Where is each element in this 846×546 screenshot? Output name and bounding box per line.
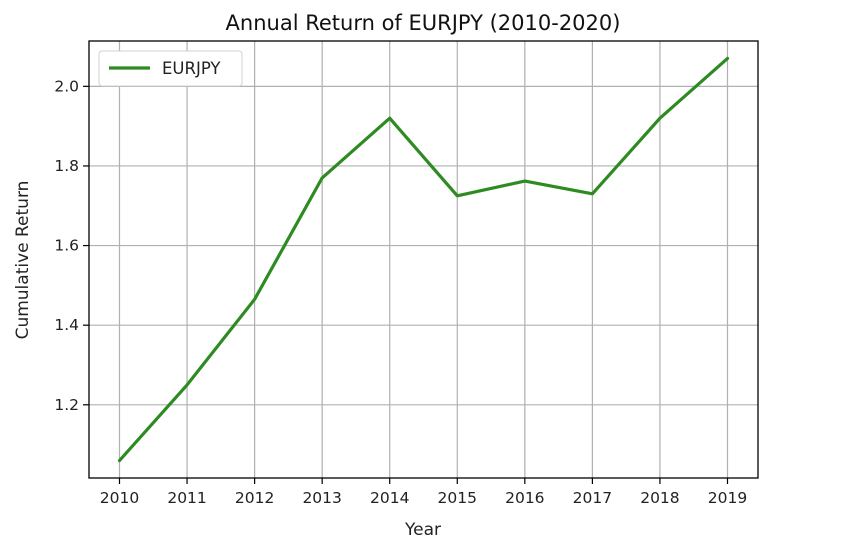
series-line-eurjpy <box>117 56 730 463</box>
tick-layer: 2010 2011 2012 2013 2014 2015 2016 2017 2018 2019… <box>54 77 747 507</box>
x-tick-label: 2012 <box>235 489 274 507</box>
x-tick-label: 2013 <box>302 489 341 507</box>
x-tick-label: 2017 <box>573 489 612 507</box>
legend-label-eurjpy: EURJPY <box>162 59 221 78</box>
x-tick-label: 2018 <box>640 489 679 507</box>
y-tick-label: 1.4 <box>54 316 79 334</box>
legend-box <box>98 50 243 87</box>
x-tick-label: 2019 <box>708 489 747 507</box>
x-axis-label: Year <box>404 520 441 540</box>
y-tick-label: 2.0 <box>54 77 79 95</box>
x-tick-label: 2010 <box>100 489 139 507</box>
y-tick-label: 1.8 <box>54 157 79 175</box>
x-tick-label: 2011 <box>167 489 206 507</box>
series-layer <box>117 56 730 463</box>
grid-layer <box>89 41 758 478</box>
y-tick-label: 1.6 <box>54 237 79 255</box>
x-tick-label: 2015 <box>438 489 477 507</box>
y-axis-label: Cumulative Return <box>13 181 33 340</box>
plot-frame <box>88 40 759 479</box>
y-tick-label: 1.2 <box>54 396 79 414</box>
x-tick-label: 2014 <box>370 489 409 507</box>
x-tick-label: 2016 <box>505 489 544 507</box>
legend: EURJPY <box>98 50 243 87</box>
chart-title: Annual Return of EURJPY (2010-2020) <box>226 11 621 35</box>
